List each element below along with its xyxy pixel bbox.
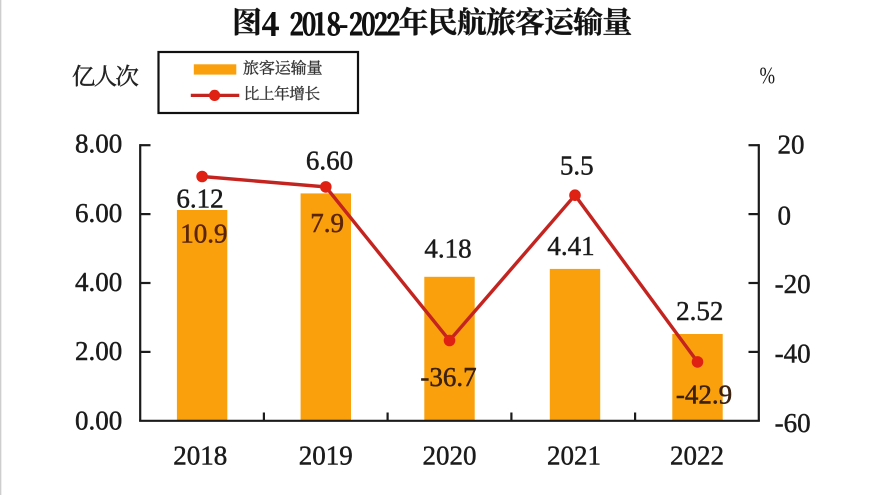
svg-text:7.9: 7.9 — [310, 208, 344, 238]
svg-text:5.5: 5.5 — [560, 151, 594, 181]
svg-text:4.41: 4.41 — [547, 231, 594, 261]
svg-text:-42.9: -42.9 — [676, 379, 732, 409]
svg-text:2.52: 2.52 — [676, 296, 723, 326]
svg-text:6.60: 6.60 — [306, 145, 353, 175]
svg-text:2019: 2019 — [299, 441, 353, 471]
svg-text:2.00: 2.00 — [75, 336, 122, 366]
svg-text:2021: 2021 — [547, 441, 601, 471]
svg-text:0: 0 — [778, 201, 792, 231]
svg-text:10.9: 10.9 — [180, 218, 227, 248]
svg-text:4.18: 4.18 — [424, 233, 471, 263]
svg-text:-36.7: -36.7 — [420, 362, 476, 392]
svg-text:2018: 2018 — [173, 441, 227, 471]
svg-text:4.00: 4.00 — [75, 267, 122, 297]
svg-text:20: 20 — [778, 129, 805, 159]
svg-text:6.00: 6.00 — [75, 198, 122, 228]
svg-text:-60: -60 — [775, 408, 811, 438]
svg-text:2022: 2022 — [670, 441, 724, 471]
svg-text:8.00: 8.00 — [75, 129, 122, 159]
svg-text:6.12: 6.12 — [176, 183, 223, 213]
svg-text:-20: -20 — [775, 269, 811, 299]
svg-text:-40: -40 — [775, 338, 811, 368]
svg-text:%: % — [760, 62, 776, 89]
svg-text:2020: 2020 — [423, 441, 477, 471]
svg-text:0.00: 0.00 — [75, 405, 122, 435]
